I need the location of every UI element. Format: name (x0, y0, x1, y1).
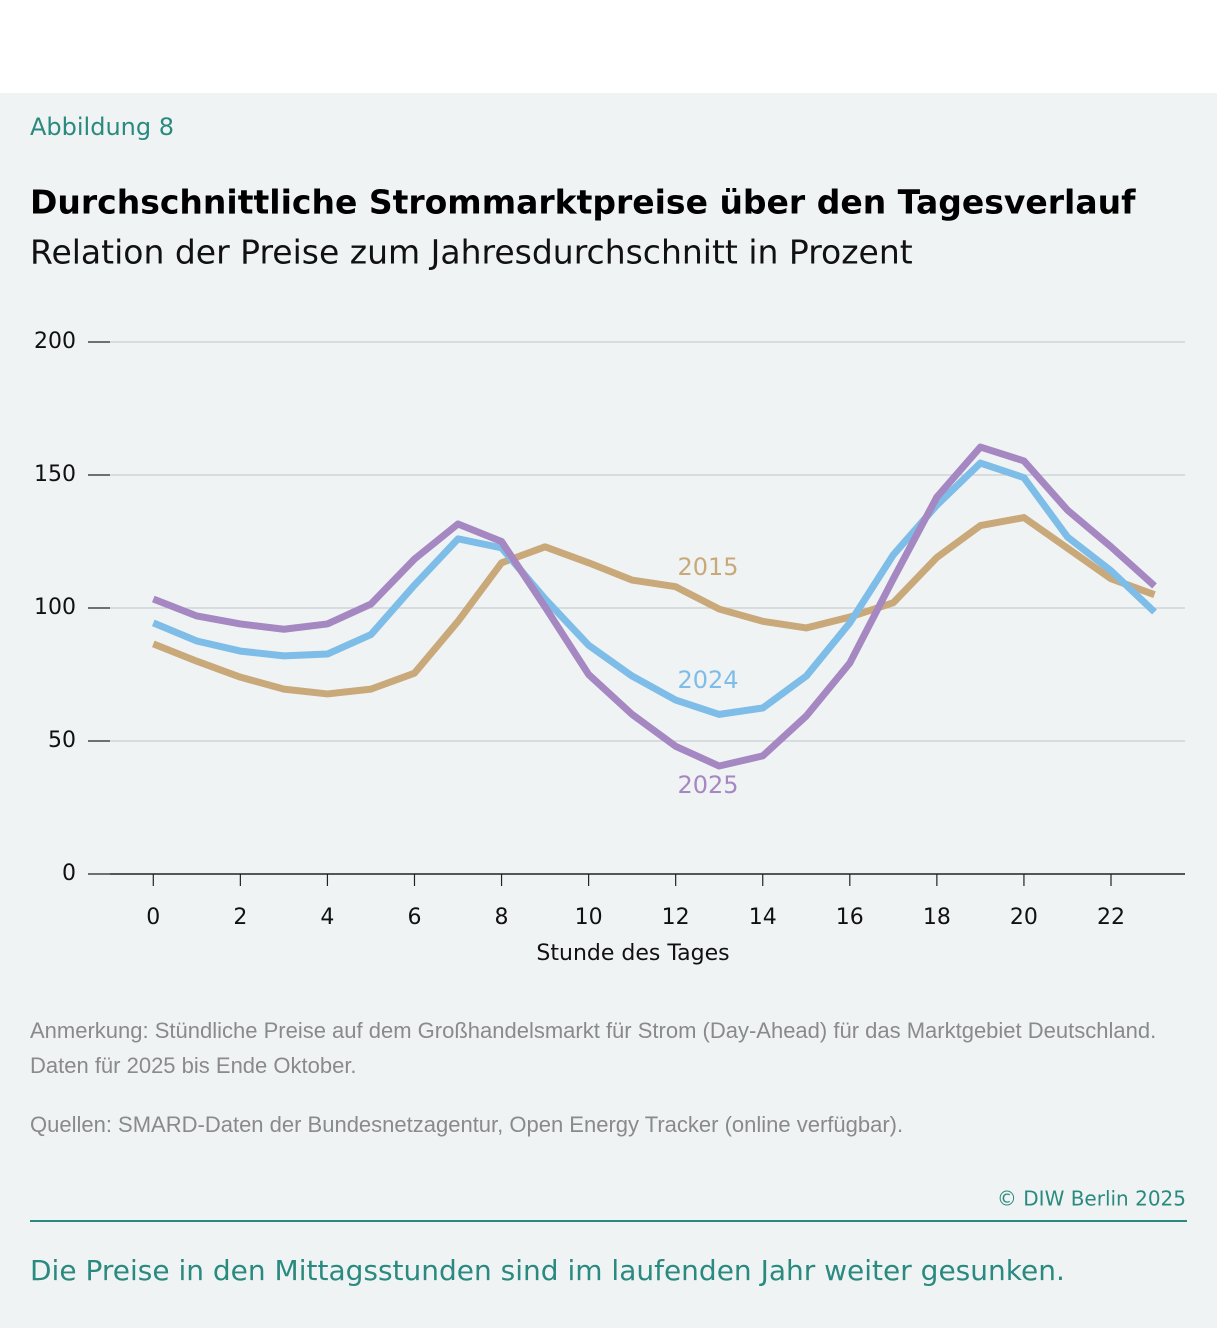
y-tick-label: 0 (62, 861, 76, 886)
note-line: Anmerkung: Stündliche Preise auf dem Gro… (30, 1018, 1156, 1043)
series-label: 2015 (677, 553, 738, 581)
series-label: 2024 (677, 666, 738, 694)
source: Quellen: SMARD-Daten der Bundesnetzagent… (30, 1112, 903, 1137)
y-tick-label: 50 (48, 728, 76, 753)
copyright: © DIW Berlin 2025 (997, 1187, 1186, 1211)
figure-label: Abbildung 8 (30, 113, 174, 141)
x-tick-label: 0 (146, 905, 160, 930)
x-tick-label: 8 (495, 905, 509, 930)
series-line (152, 443, 1157, 770)
series-line (152, 514, 1156, 698)
x-tick-label: 6 (407, 905, 421, 930)
series-line (151, 459, 1157, 718)
y-tick-label: 100 (34, 595, 76, 620)
x-tick-label: 16 (836, 905, 864, 930)
x-tick-label: 10 (575, 905, 603, 930)
x-tick-label: 20 (1010, 905, 1038, 930)
x-tick-label: 18 (923, 905, 951, 930)
x-tick-label: 12 (662, 905, 690, 930)
background (0, 93, 1217, 1328)
chart-title: Durchschnittliche Strommarktpreise über … (30, 183, 1136, 222)
x-tick-label: 22 (1097, 905, 1125, 930)
summary: Die Preise in den Mittagsstunden sind im… (30, 1254, 1065, 1287)
note-line: Daten für 2025 bis Ende Oktober. (30, 1053, 357, 1078)
x-tick-label: 4 (320, 905, 334, 930)
y-tick-label: 200 (34, 329, 76, 354)
x-tick-label: 2 (233, 905, 247, 930)
chart-subtitle: Relation der Preise zum Jahresdurchschni… (30, 233, 913, 272)
series-label: 2025 (677, 771, 738, 799)
x-tick-label: 14 (749, 905, 777, 930)
top-band (0, 0, 1217, 93)
y-tick-label: 150 (34, 462, 76, 487)
x-axis-label: Stunde des Tages (536, 941, 729, 966)
